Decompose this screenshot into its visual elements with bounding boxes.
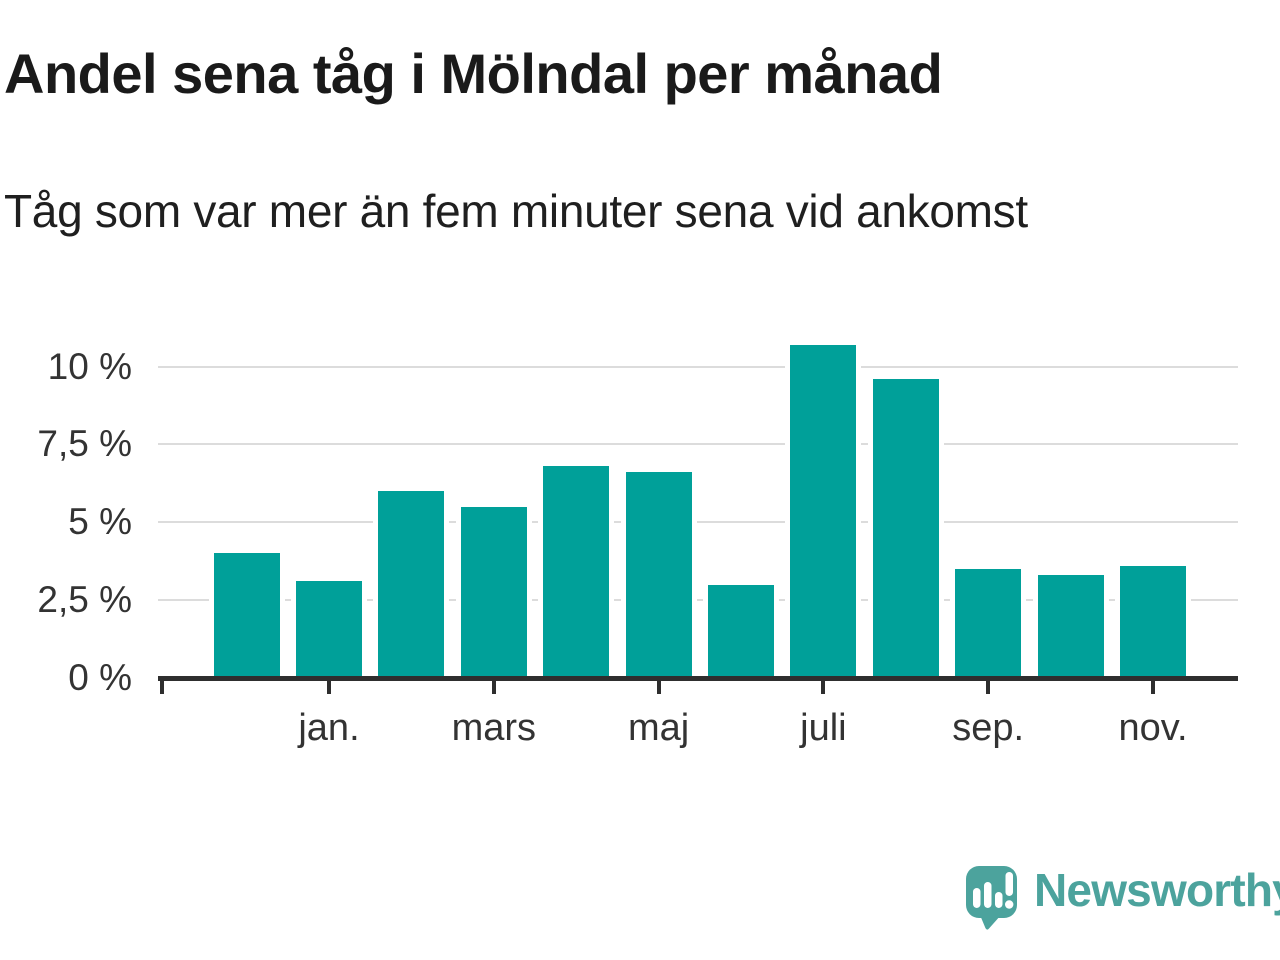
x-axis-tick [821, 680, 826, 694]
chart-title: Andel sena tåg i Mölndal per månad [4, 42, 943, 105]
bar-nov. [1120, 565, 1186, 678]
x-axis-label-nov.: nov. [1118, 707, 1188, 749]
bar-juni [708, 584, 774, 678]
y-axis-label: 5 % [68, 501, 132, 543]
x-axis-label-sep.: sep. [952, 707, 1025, 749]
gridline-2.5 [158, 599, 1238, 602]
bar-mars [460, 506, 527, 678]
x-axis-tick [986, 680, 991, 694]
bar-feb. [378, 491, 445, 678]
x-axis-line [158, 676, 1238, 681]
y-axis-label: 10 % [47, 345, 132, 387]
x-axis-label-maj: maj [627, 707, 690, 749]
newsworthy-logo-text: Newsworthy [1034, 864, 1280, 916]
x-axis-label-juli: juli [800, 707, 847, 749]
x-axis-tick [656, 680, 661, 694]
chart-subtitle: Tåg som var mer än fem minuter sena vid … [4, 185, 1028, 237]
y-axis-label: 0 % [68, 657, 132, 698]
bar-aug. [872, 378, 939, 678]
gridline-7.5 [158, 443, 1238, 446]
bar-juli [790, 344, 857, 678]
x-axis-label-mars: mars [451, 707, 537, 749]
bar-sep. [955, 568, 1022, 678]
bar-dec. [213, 553, 280, 678]
newsworthy-speech-bubble-chart-icon [966, 866, 1017, 930]
bar-jan. [296, 581, 362, 678]
y-axis-label: 2,5 % [37, 579, 132, 621]
x-axis-tick [491, 680, 496, 694]
bar-april [543, 466, 610, 678]
gridline-10 [158, 365, 1238, 368]
x-axis-tick [1151, 680, 1155, 694]
y-axis-label: 7,5 % [37, 423, 132, 465]
gridline-5 [158, 521, 1238, 524]
bar-okt. [1037, 575, 1104, 678]
x-axis-tick [160, 680, 164, 694]
x-axis-label-jan.: jan. [298, 707, 360, 749]
x-axis-tick [327, 680, 331, 694]
bar-maj [625, 472, 692, 678]
